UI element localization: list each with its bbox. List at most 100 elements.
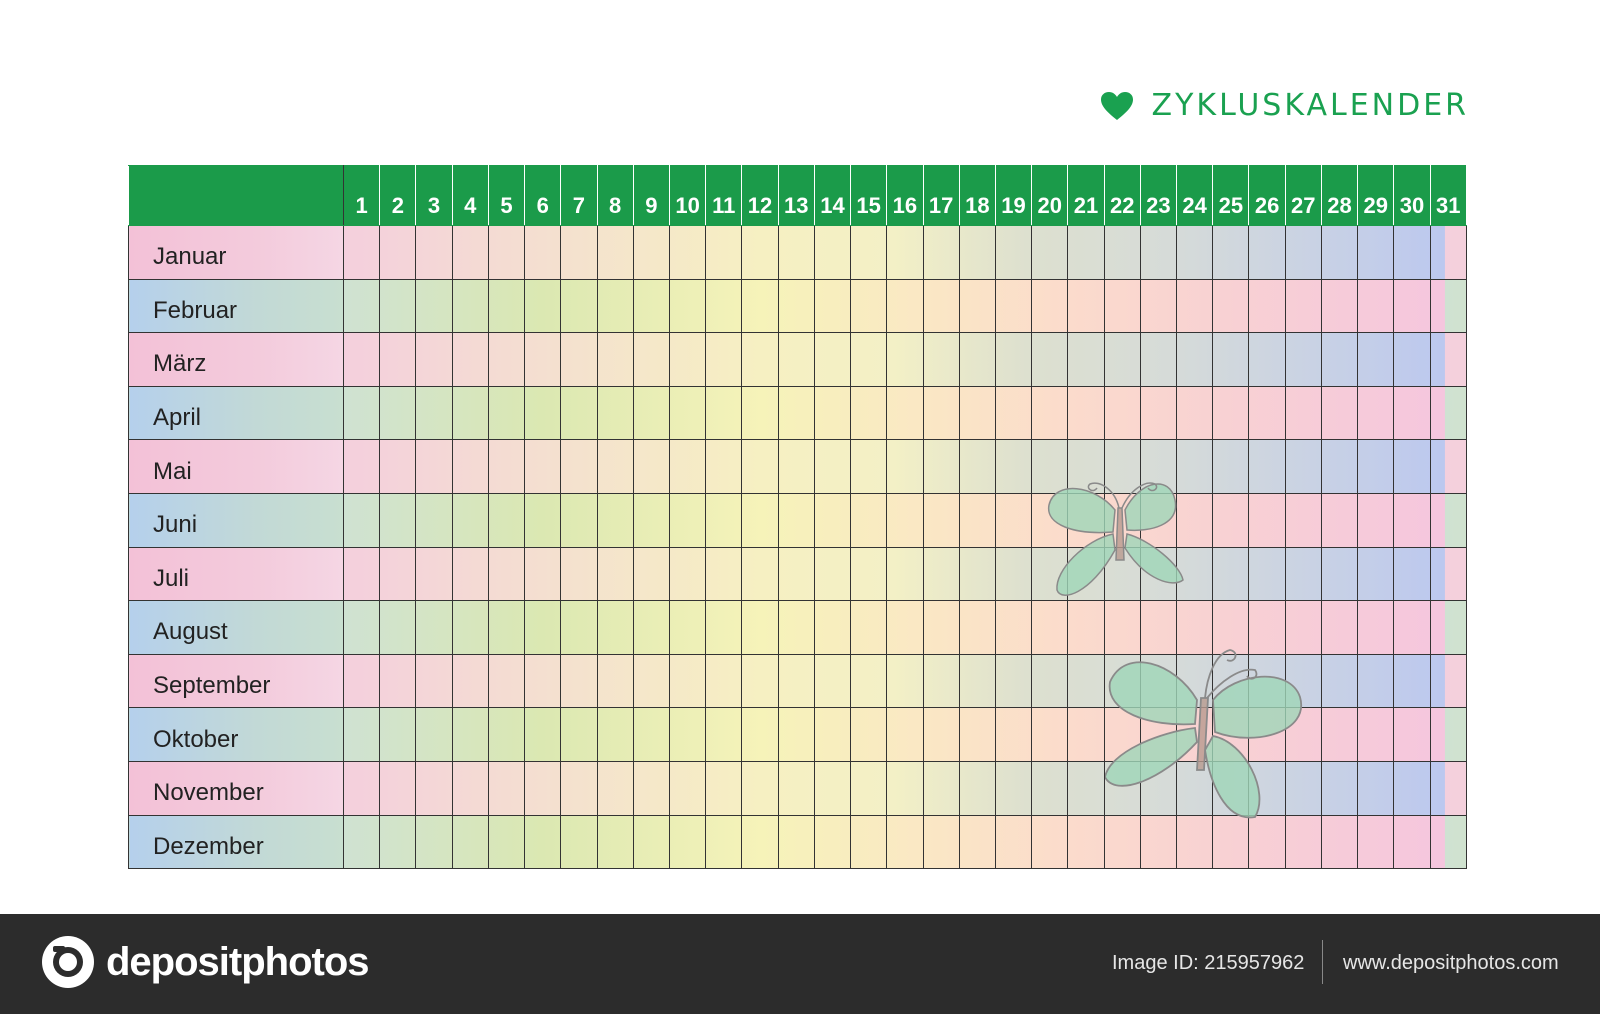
day-cell[interactable]	[850, 385, 888, 441]
day-cell[interactable]	[1357, 600, 1395, 655]
day-cell[interactable]	[1031, 225, 1069, 280]
day-cell[interactable]	[560, 278, 598, 334]
day-cell[interactable]	[632, 278, 670, 334]
day-cell[interactable]	[777, 225, 815, 280]
day-cell[interactable]	[958, 278, 996, 334]
day-cell[interactable]	[1429, 600, 1468, 655]
day-cell[interactable]	[342, 332, 381, 387]
day-cell[interactable]	[705, 439, 743, 494]
day-cell[interactable]	[596, 760, 634, 816]
day-cell[interactable]	[342, 600, 381, 655]
day-cell[interactable]	[922, 278, 960, 334]
day-cell[interactable]	[886, 546, 924, 602]
day-cell[interactable]	[994, 439, 1033, 494]
day-cell[interactable]	[813, 600, 852, 655]
site-url[interactable]: www.depositphotos.com	[1343, 952, 1559, 974]
day-cell[interactable]	[1031, 600, 1069, 655]
day-cell[interactable]	[922, 814, 960, 870]
day-cell[interactable]	[415, 546, 453, 602]
day-cell[interactable]	[813, 707, 852, 762]
day-cell[interactable]	[705, 760, 743, 816]
day-cell[interactable]	[1357, 814, 1395, 870]
day-cell[interactable]	[741, 653, 779, 709]
day-cell[interactable]	[451, 278, 489, 334]
day-cell[interactable]	[487, 653, 526, 709]
day-cell[interactable]	[560, 546, 598, 602]
day-cell[interactable]	[1393, 439, 1431, 494]
day-cell[interactable]	[1393, 814, 1431, 870]
day-cell[interactable]	[487, 546, 526, 602]
day-cell[interactable]	[922, 707, 960, 762]
day-cell[interactable]	[1429, 814, 1468, 870]
day-cell[interactable]	[741, 332, 779, 387]
day-cell[interactable]	[1429, 546, 1468, 602]
day-cell[interactable]	[705, 653, 743, 709]
day-cell[interactable]	[451, 814, 489, 870]
day-cell[interactable]	[850, 653, 888, 709]
day-cell[interactable]	[850, 707, 888, 762]
day-cell[interactable]	[342, 707, 381, 762]
day-cell[interactable]	[1067, 814, 1105, 870]
day-cell[interactable]	[1067, 653, 1105, 709]
day-cell[interactable]	[487, 760, 526, 816]
day-cell[interactable]	[1176, 760, 1214, 816]
day-cell[interactable]	[415, 225, 453, 280]
day-cell[interactable]	[994, 385, 1033, 441]
day-cell[interactable]	[668, 225, 707, 280]
day-cell[interactable]	[705, 332, 743, 387]
day-cell[interactable]	[886, 653, 924, 709]
day-cell[interactable]	[886, 439, 924, 494]
day-cell[interactable]	[1103, 385, 1141, 441]
day-cell[interactable]	[850, 760, 888, 816]
day-cell[interactable]	[741, 760, 779, 816]
day-cell[interactable]	[560, 385, 598, 441]
day-cell[interactable]	[1393, 760, 1431, 816]
day-cell[interactable]	[379, 278, 417, 334]
day-cell[interactable]	[777, 332, 815, 387]
day-cell[interactable]	[632, 225, 670, 280]
day-cell[interactable]	[596, 225, 634, 280]
day-cell[interactable]	[1320, 707, 1359, 762]
day-cell[interactable]	[1357, 492, 1395, 548]
day-cell[interactable]	[1284, 225, 1322, 280]
day-cell[interactable]	[1139, 225, 1178, 280]
day-cell[interactable]	[850, 600, 888, 655]
day-cell[interactable]	[813, 814, 852, 870]
day-cell[interactable]	[560, 225, 598, 280]
day-cell[interactable]	[958, 546, 996, 602]
day-cell[interactable]	[705, 278, 743, 334]
day-cell[interactable]	[1284, 439, 1322, 494]
day-cell[interactable]	[1248, 225, 1286, 280]
day-cell[interactable]	[487, 278, 526, 334]
day-cell[interactable]	[886, 278, 924, 334]
day-cell[interactable]	[1103, 814, 1141, 870]
day-cell[interactable]	[632, 332, 670, 387]
day-cell[interactable]	[632, 707, 670, 762]
day-cell[interactable]	[596, 439, 634, 494]
day-cell[interactable]	[1357, 385, 1395, 441]
day-cell[interactable]	[1103, 332, 1141, 387]
day-cell[interactable]	[994, 600, 1033, 655]
day-cell[interactable]	[560, 439, 598, 494]
day-cell[interactable]	[415, 814, 453, 870]
day-cell[interactable]	[1393, 600, 1431, 655]
day-cell[interactable]	[632, 653, 670, 709]
day-cell[interactable]	[741, 385, 779, 441]
day-cell[interactable]	[994, 332, 1033, 387]
day-cell[interactable]	[379, 225, 417, 280]
day-cell[interactable]	[850, 225, 888, 280]
day-cell[interactable]	[1429, 653, 1468, 709]
day-cell[interactable]	[813, 546, 852, 602]
day-cell[interactable]	[1284, 546, 1322, 602]
day-cell[interactable]	[1212, 332, 1250, 387]
day-cell[interactable]	[1320, 332, 1359, 387]
day-cell[interactable]	[1139, 278, 1178, 334]
day-cell[interactable]	[379, 546, 417, 602]
day-cell[interactable]	[1067, 225, 1105, 280]
day-cell[interactable]	[1176, 492, 1214, 548]
day-cell[interactable]	[1139, 332, 1178, 387]
day-cell[interactable]	[1212, 600, 1250, 655]
day-cell[interactable]	[994, 760, 1033, 816]
day-cell[interactable]	[705, 707, 743, 762]
day-cell[interactable]	[1393, 546, 1431, 602]
